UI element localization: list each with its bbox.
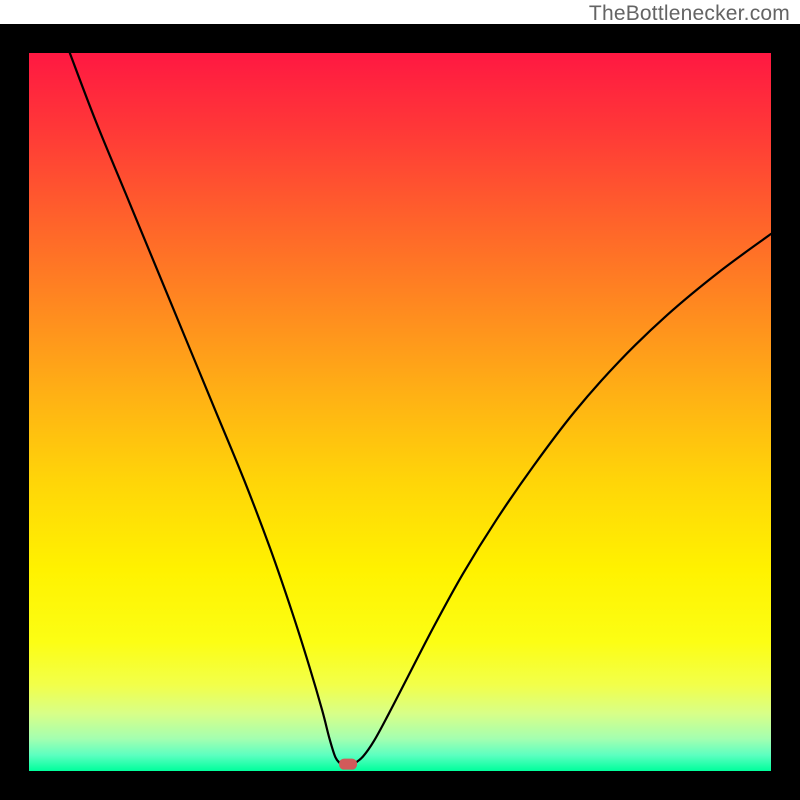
optimal-marker [339, 759, 357, 770]
gradient-background [29, 53, 771, 771]
chart-container: TheBottlenecker.com [0, 0, 800, 800]
watermark-text: TheBottlenecker.com [589, 2, 790, 26]
bottleneck-chart [0, 0, 800, 800]
